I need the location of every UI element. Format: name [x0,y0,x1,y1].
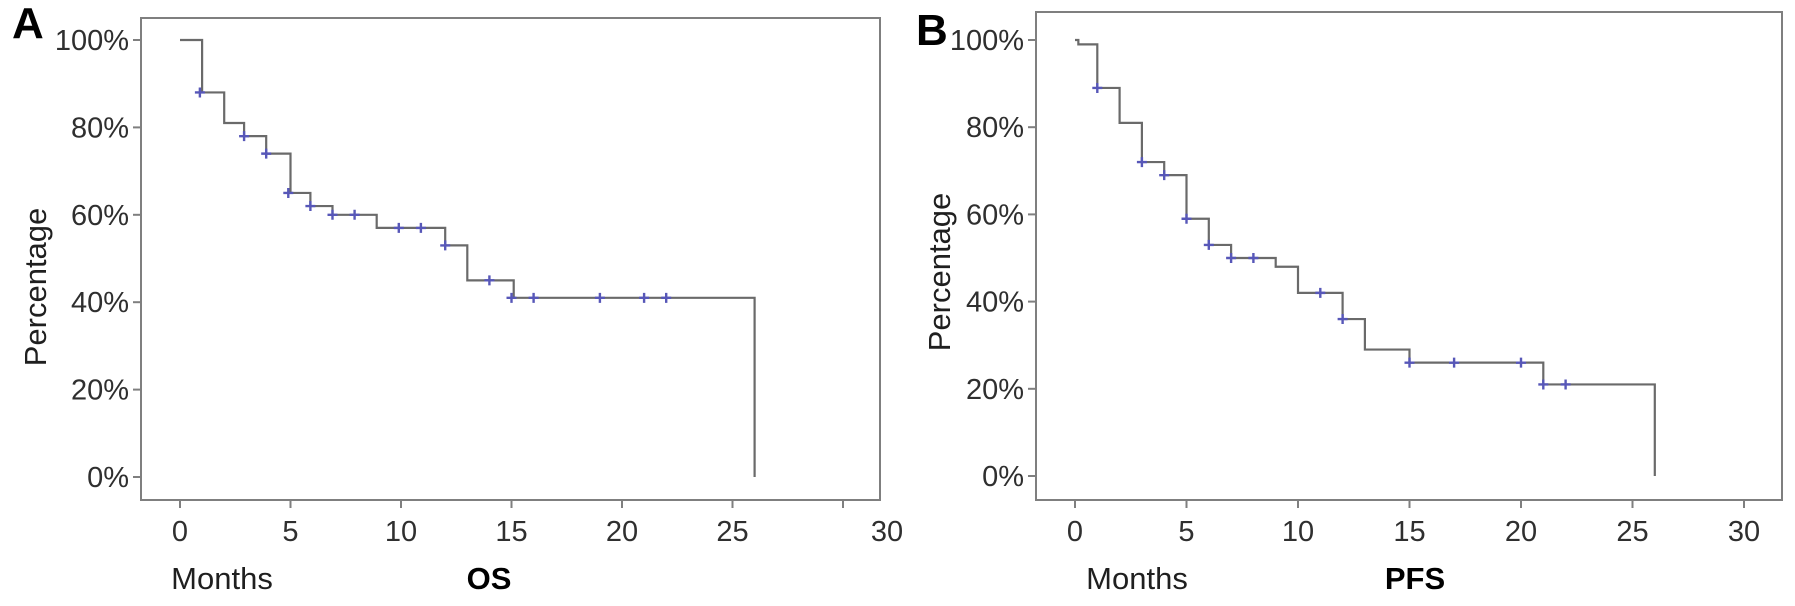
os-x-tick-label: 25 [716,516,748,548]
pfs-x-tick-label: 20 [1505,516,1537,548]
pfs-x-tick-label: 25 [1616,516,1648,548]
os-x-tick-label: 10 [385,516,417,548]
os-x-tick-label: 30 [871,516,903,548]
os-censor-marks [194,87,672,303]
pfs-x-tick-label: 30 [1728,516,1760,548]
os-x-axis-label: Months [171,561,273,596]
pfs-y-tick-label: 0% [982,461,1024,493]
os-x-tick-label: 15 [495,516,527,548]
pfs-plot-frame [1035,11,1783,501]
pfs-x-tick-label: 5 [1178,516,1194,548]
os-y-tick-label: 0% [87,462,129,494]
panel-pfs: 0 5 10 15 20 25 30 0% 20% 40% 60% 80% 100%B Percentag… [916,6,1783,596]
pfs-x-tick-label: 0 [1067,516,1083,548]
pfs-survival-curve [1075,38,1656,476]
pfs-title: PFS [1385,561,1445,596]
os-x-tick-label: 0 [172,516,188,548]
pfs-y-tick-label: 60% [966,199,1024,231]
pfs-y-axis-label: Percentage [922,193,957,352]
pfs-x-tick-label: 15 [1393,516,1425,548]
os-plot-frame [140,17,881,501]
pfs-panel-letter: B [916,6,948,55]
pfs-censor-marks [1092,82,1571,390]
pfs-y-tick-label: 40% [966,287,1024,319]
os-x-tick-label: 20 [606,516,638,548]
pfs-y-tick-label: 80% [966,112,1024,144]
os-y-tick-label: 20% [71,375,129,407]
os-y-axis-label: Percentage [18,208,53,367]
os-x-tick-label: 5 [282,516,298,548]
os-survival-curve [180,38,756,477]
os-y-tick-label: 60% [71,200,129,232]
os-y-tick-label: 80% [71,112,129,144]
pfs-x-axis-label: Months [1086,561,1188,596]
pfs-y-tick-label: 20% [966,374,1024,406]
pfs-x-tick-label: 10 [1282,516,1314,548]
os-panel-letter: A [12,0,44,48]
pfs-y-tick-label: 100% [950,25,1024,57]
panel-os: 0 5 10 15 20 25 30 0% 20% 40% 60% 80% 100% A Percentag… [12,0,903,596]
os-y-tick-label: 100% [55,25,129,57]
os-y-tick-label: 40% [71,287,129,319]
os-title: OS [467,561,512,596]
